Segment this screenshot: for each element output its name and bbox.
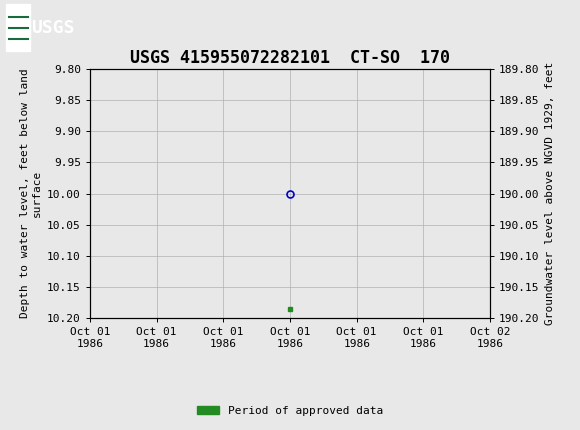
Bar <box>6 4 30 52</box>
Y-axis label: Depth to water level, feet below land
surface: Depth to water level, feet below land su… <box>20 69 42 318</box>
Y-axis label: Groundwater level above NGVD 1929, feet: Groundwater level above NGVD 1929, feet <box>545 62 555 325</box>
Text: USGS: USGS <box>31 19 75 37</box>
Text: USGS 415955072282101  CT-SO  170: USGS 415955072282101 CT-SO 170 <box>130 49 450 67</box>
Legend: Period of approved data: Period of approved data <box>193 401 387 420</box>
